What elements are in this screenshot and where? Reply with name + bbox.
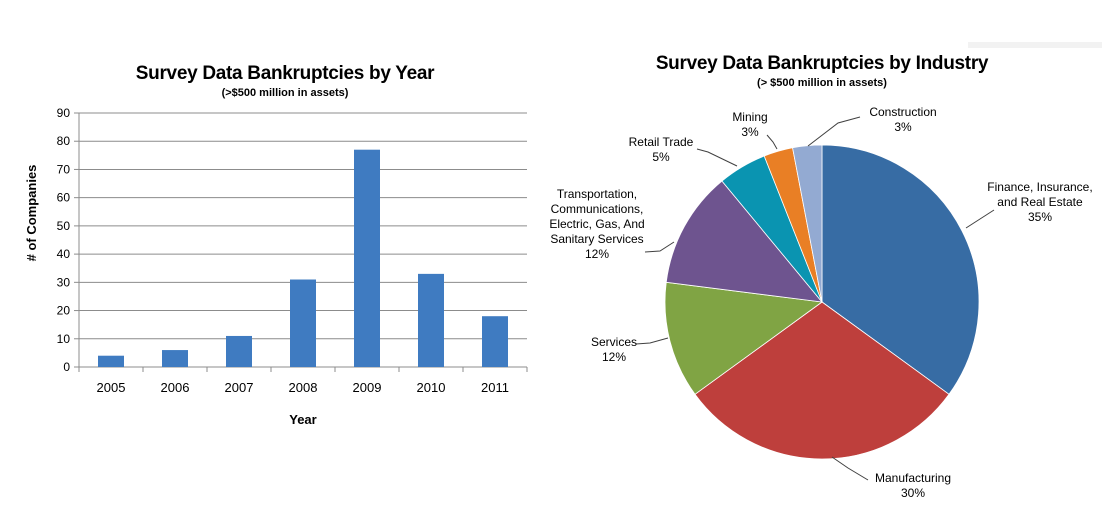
- y-tick-label: 90: [57, 106, 71, 120]
- pie-slice: [792, 144, 823, 303]
- bar: [162, 350, 188, 367]
- pie-slice: [821, 144, 980, 395]
- x-tick-label: 2005: [97, 380, 126, 395]
- y-tick-label: 30: [57, 275, 71, 289]
- slice-label: Electric, Gas, And: [549, 217, 644, 231]
- slice-label: Mining: [732, 110, 767, 124]
- pie-slice: [664, 281, 824, 395]
- pie-slice: [694, 301, 950, 460]
- x-tick-label: 2011: [481, 380, 509, 395]
- leader-line: [766, 134, 778, 150]
- slice-label: Manufacturing: [875, 471, 951, 485]
- leader-line: [635, 337, 669, 345]
- slice-percent-label: 30%: [901, 486, 925, 500]
- slice-percent-label: 5%: [652, 150, 670, 164]
- bar: [226, 335, 252, 367]
- y-tick-label: 40: [57, 247, 71, 261]
- x-tick-label: 2010: [417, 380, 446, 395]
- x-axis-label: Year: [289, 412, 316, 427]
- x-tick-label: 2007: [225, 380, 254, 395]
- bar: [482, 316, 508, 367]
- leader-line: [696, 148, 738, 167]
- slice-label: Communications,: [551, 202, 644, 216]
- slice-label: Sanitary Services: [550, 232, 643, 246]
- slice-label: Transportation,: [557, 187, 637, 201]
- bar-chart-subtitle: (>$500 million in assets): [221, 87, 349, 99]
- pie-chart-subtitle: (> $500 million in assets): [757, 77, 887, 89]
- slice-percent-label: 3%: [894, 120, 912, 134]
- y-tick-label: 60: [57, 191, 71, 205]
- bar-chart-title: Survey Data Bankruptcies by Year: [135, 63, 435, 84]
- bar: [290, 279, 316, 367]
- slice-percent-label: 12%: [602, 350, 626, 364]
- slice-label: Retail Trade: [629, 135, 694, 149]
- x-tick-label: 2006: [161, 380, 190, 395]
- y-tick-label: 10: [57, 332, 71, 346]
- x-tick-label: 2009: [353, 380, 382, 395]
- y-tick-label: 50: [57, 219, 71, 233]
- pie-chart-title: Survey Data Bankruptcies by Industry: [655, 53, 989, 74]
- slice-label: Services: [591, 335, 637, 349]
- corner-panel: [968, 42, 1102, 48]
- slice-label: Construction: [869, 105, 936, 119]
- y-tick-label: 20: [57, 304, 71, 318]
- pie-slice: [665, 180, 823, 303]
- y-tick-label: 70: [57, 162, 71, 176]
- leader-line: [831, 456, 869, 481]
- x-tick-label: 2008: [289, 380, 318, 395]
- slice-label: and Real Estate: [997, 195, 1083, 209]
- leader-line: [965, 209, 995, 229]
- y-tick-label: 80: [57, 134, 71, 148]
- slice-percent-label: 3%: [741, 125, 759, 139]
- leader-line: [644, 241, 675, 253]
- bar: [98, 355, 124, 367]
- slice-percent-label: 35%: [1028, 210, 1052, 224]
- bar: [354, 149, 380, 367]
- y-tick-label: 0: [63, 360, 70, 374]
- bar: [418, 273, 444, 367]
- slice-label: Finance, Insurance,: [987, 180, 1092, 194]
- y-axis-label: # of Companies: [24, 165, 39, 262]
- slice-percent-label: 12%: [585, 247, 609, 261]
- leader-line: [807, 116, 861, 147]
